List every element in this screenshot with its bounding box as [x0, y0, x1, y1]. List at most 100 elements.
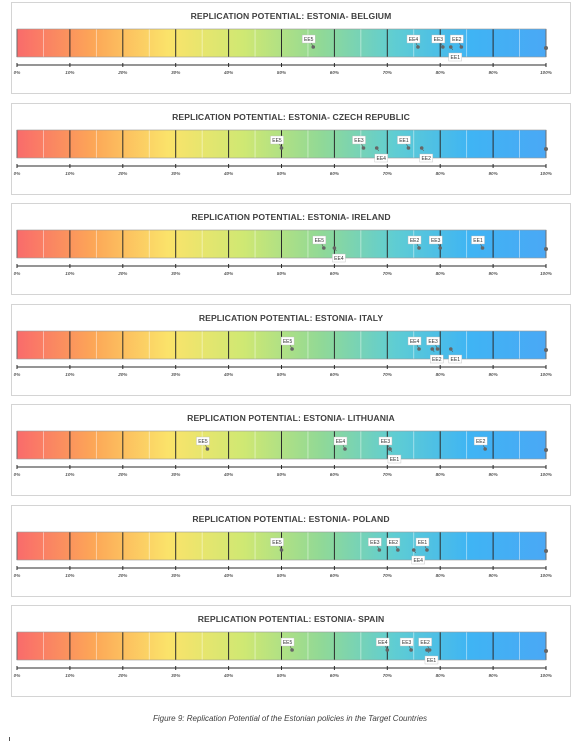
chart-title: REPLICATION POTENTIAL: ESTONIA- SPAIN — [197, 614, 385, 624]
marker-dot — [279, 145, 284, 150]
page-corner-mark — [9, 737, 10, 741]
marker-dot — [430, 346, 435, 351]
marker-label: EE1 — [473, 238, 483, 244]
marker-dot — [205, 447, 210, 451]
policy-marker: EE4 — [376, 637, 390, 652]
x-tick-label: 20% — [117, 372, 127, 377]
policy-marker: EE2 — [430, 346, 444, 363]
axis-end-marker — [544, 548, 548, 553]
policy-marker: EE5 — [302, 34, 316, 49]
policy-marker: EE5 — [312, 235, 327, 250]
gradient-bar-border — [16, 129, 547, 158]
marker-label: EE5 — [304, 37, 314, 43]
x-tick-label: 100% — [540, 573, 552, 578]
marker-label: EE5 — [283, 640, 293, 646]
marker-dot — [279, 547, 284, 552]
marker-label-box — [374, 153, 388, 162]
marker-label-box — [270, 135, 284, 144]
chart-panel: REPLICATION POTENTIAL: ESTONIA- BELGIUM 0… — [11, 2, 571, 94]
marker-dot — [377, 547, 382, 552]
marker-label: EE2 — [432, 356, 442, 362]
marker-dot — [448, 45, 453, 49]
x-tick-label: 80% — [436, 70, 445, 75]
marker-label: EE4 — [410, 338, 420, 344]
x-tick-label: 10% — [65, 472, 74, 477]
marker-label-box — [448, 52, 462, 62]
axis-end-marker — [544, 649, 548, 653]
marker-dot — [483, 447, 487, 451]
marker-label: EE1 — [399, 137, 409, 143]
marker-label-box — [270, 537, 284, 546]
policy-marker: EE4 — [407, 336, 422, 351]
x-tick-label: 70% — [383, 372, 392, 377]
x-tick-label: 80% — [436, 171, 445, 176]
policy-marker: EE5 — [270, 135, 284, 150]
marker-label: EE5 — [272, 137, 282, 143]
x-tick-label: 100% — [540, 70, 552, 75]
policy-marker: EE2 — [473, 436, 488, 451]
marker-label-box — [407, 235, 422, 245]
chart-panel: REPLICATION POTENTIAL: ESTONIA- IRELAND 0… — [11, 203, 571, 295]
x-tick-label: 70% — [383, 171, 392, 176]
marker-dot — [417, 346, 421, 351]
x-tick-label: 90% — [488, 573, 497, 578]
x-tick-label: 30% — [171, 271, 180, 276]
x-tick-label: 80% — [436, 372, 445, 377]
policy-marker: EE5 — [280, 637, 295, 652]
chart-svg: 0% 10% 20% 30% 40% 50% 60% 70% 80% 90% 100% EE5 EE3 E… — [14, 531, 552, 578]
marker-dot — [427, 648, 432, 652]
chart-svg: 0% 10% 20% 30% 40% 50% 60% 70% 80% 90% 100% EE5 EE4 E… — [14, 430, 552, 477]
x-tick-label: 60% — [330, 171, 339, 176]
policy-marker: EE3 — [429, 235, 443, 250]
marker-label: EE5 — [315, 238, 325, 244]
x-tick-label: 70% — [383, 472, 392, 477]
x-tick-label: 90% — [488, 673, 497, 678]
marker-label-box — [424, 655, 439, 665]
policy-marker: EE3 — [352, 135, 366, 150]
x-tick-label: 30% — [171, 171, 180, 176]
chart-panel: REPLICATION POTENTIAL: ESTONIA- CZECH RE… — [11, 102, 571, 195]
policy-marker: EE5 — [270, 537, 284, 552]
chart-panel: REPLICATION POTENTIAL: ESTONIA- LITHUANI… — [11, 404, 571, 496]
chart-title: REPLICATION POTENTIAL: ESTONIA- BELGIUM — [190, 11, 392, 21]
x-tick-label: 40% — [223, 673, 233, 678]
policy-marker: EE1 — [424, 648, 439, 665]
marker-label-box — [302, 34, 316, 44]
x-tick-label: 20% — [117, 171, 127, 176]
x-tick-label: 60% — [330, 372, 339, 377]
marker-label-box — [471, 235, 485, 245]
chart-panel: REPLICATION POTENTIAL: ESTONIA- ITALY 0% 1… — [11, 303, 571, 396]
x-tick-label: 40% — [223, 70, 233, 75]
marker-label: EE3 — [434, 37, 444, 43]
marker-label-box — [399, 637, 414, 647]
x-tick-label: 0% — [14, 472, 21, 477]
marker-dot — [388, 447, 392, 451]
policy-marker: EE1 — [415, 537, 430, 552]
x-tick-label: 30% — [171, 372, 180, 377]
marker-dot — [425, 547, 429, 552]
marker-label-box — [406, 34, 421, 44]
marker-label-box — [397, 135, 411, 144]
marker-label: EE1 — [418, 539, 428, 545]
marker-label: EE3 — [354, 137, 364, 143]
x-tick-label: 100% — [540, 472, 552, 477]
x-tick-label: 0% — [14, 673, 21, 678]
marker-label: EE4 — [409, 37, 419, 43]
x-tick-label: 70% — [383, 673, 392, 678]
marker-label-box — [411, 555, 425, 564]
marker-label-box — [378, 436, 393, 446]
x-tick-label: 30% — [171, 673, 180, 678]
marker-label-box — [426, 336, 440, 345]
marker-label-box — [415, 537, 430, 546]
marker-dot — [411, 547, 416, 552]
marker-label-box — [419, 153, 433, 162]
x-tick-label: 100% — [540, 271, 552, 276]
x-tick-label: 40% — [223, 271, 233, 276]
x-tick-label: 70% — [383, 70, 392, 75]
x-tick-label: 50% — [277, 472, 286, 477]
x-tick-label: 0% — [14, 271, 21, 276]
x-tick-label: 0% — [14, 70, 21, 75]
marker-label: EE2 — [389, 539, 399, 545]
policy-marker: EE3 — [399, 637, 414, 652]
x-tick-label: 40% — [223, 573, 233, 578]
